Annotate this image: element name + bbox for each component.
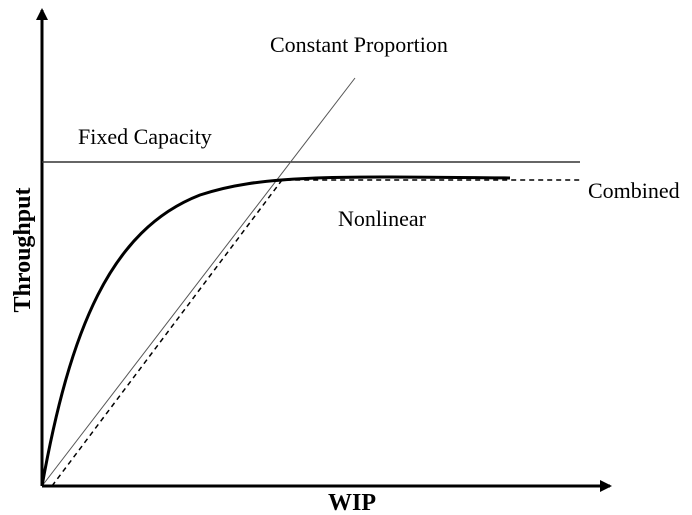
nonlinear-curve bbox=[40, 175, 511, 487]
constant-proportion-line bbox=[41, 77, 356, 487]
combined-line bbox=[51, 179, 580, 487]
y-axis-label: Throughput bbox=[10, 188, 36, 313]
constant-label: Constant Proportion bbox=[270, 32, 448, 57]
combined-label: Combined bbox=[588, 178, 680, 203]
x-axis-label: WIP bbox=[328, 490, 376, 515]
nonlinear-label: Nonlinear bbox=[338, 206, 427, 231]
fixed-label: Fixed Capacity bbox=[78, 124, 212, 149]
